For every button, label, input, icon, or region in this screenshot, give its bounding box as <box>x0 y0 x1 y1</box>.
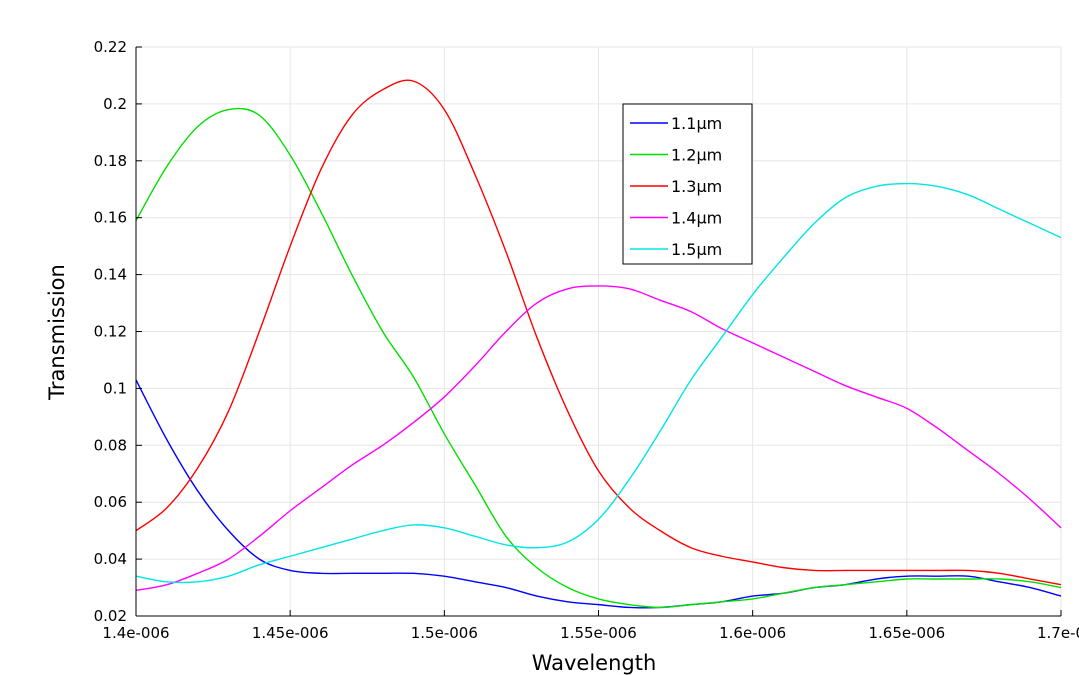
x-axis-title: Wavelength <box>532 651 657 675</box>
x-tick-label: 1.4e-006 <box>102 624 169 642</box>
y-tick-label: 0.02 <box>94 607 127 625</box>
y-tick-label: 0.04 <box>94 550 127 568</box>
y-tick-label: 0.06 <box>94 493 127 511</box>
x-tick-label: 1.6e-006 <box>719 624 786 642</box>
y-tick-label: 0.12 <box>94 323 127 341</box>
series-line-3 <box>135 79 1062 586</box>
y-tick-label: 0.08 <box>94 436 127 454</box>
legend-box <box>622 103 753 265</box>
x-tick-label: 1.65e-006 <box>868 624 945 642</box>
y-tick-label: 0.2 <box>103 95 127 113</box>
x-tick-label: 1.45e-006 <box>252 624 329 642</box>
legend-label-5: 1.5µm <box>671 240 722 259</box>
y-tick-label: 0.14 <box>94 266 127 284</box>
legend-label-4: 1.4µm <box>671 209 722 228</box>
series-line-5 <box>135 182 1062 584</box>
y-tick-label: 0.22 <box>94 38 127 56</box>
series-line-4 <box>135 285 1062 592</box>
y-tick-label: 0.1 <box>103 379 127 397</box>
series-line-1 <box>135 379 1062 609</box>
y-axis-title: Transmission <box>45 264 69 401</box>
x-axis-ticks: 1.4e-006 1.45e-006 1.5e-006 1.55e-006 1.6e-0… <box>102 610 1079 642</box>
y-axis-ticks: 0.02 0.04 0.06 0.08 0.1 0.12 0.14 0.16 0.18 0.2 0.… <box>94 38 142 625</box>
legend: 1.1µm 1.2µm 1.3µm 1.4µm 1.5µm <box>622 103 753 265</box>
x-tick-label: 1.7e-0 <box>1037 624 1079 642</box>
x-tick-label: 1.55e-006 <box>560 624 637 642</box>
legend-label-1: 1.1µm <box>671 114 722 133</box>
grid-lines <box>136 46 1062 616</box>
y-tick-label: 0.16 <box>94 209 127 227</box>
legend-label-2: 1.2µm <box>671 146 722 165</box>
legend-label-3: 1.3µm <box>671 177 722 196</box>
y-tick-label: 0.18 <box>94 152 127 170</box>
series-line-2 <box>135 107 1062 609</box>
x-tick-label: 1.5e-006 <box>411 624 478 642</box>
series-lines <box>135 79 1062 609</box>
